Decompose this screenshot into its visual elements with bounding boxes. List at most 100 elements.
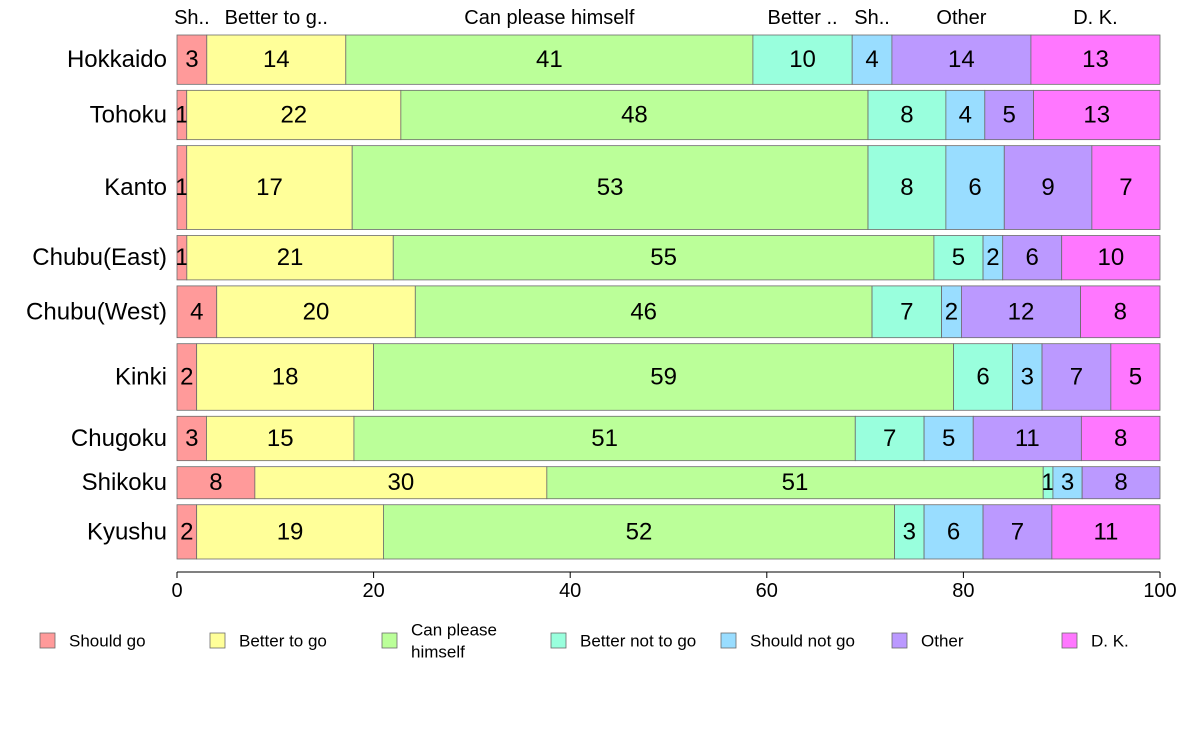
data-label: 3 <box>1061 469 1074 496</box>
bar-segment <box>392 235 935 281</box>
legend-label: Better not to go <box>580 632 696 651</box>
category-label: Chubu(East) <box>32 244 167 271</box>
data-label: 22 <box>280 101 307 128</box>
top-labels: Sh.. Better to g.. Can please himself Bette… <box>174 7 1118 29</box>
data-label: 51 <box>782 469 809 496</box>
series-top-label: Other <box>936 7 986 29</box>
legend-label: Should not go <box>750 632 855 651</box>
legend-swatch <box>891 632 908 649</box>
data-label: 17 <box>256 174 283 201</box>
data-label: 13 <box>1082 46 1109 73</box>
bar-segment <box>1110 343 1161 411</box>
bar-segment <box>945 145 1005 230</box>
legend: Should go Better to go Can please himself Be… <box>39 621 1129 662</box>
category-label: Kinki <box>115 363 167 390</box>
bar-segment <box>867 145 947 230</box>
data-label: 6 <box>968 174 981 201</box>
series-top-label: Can please himself <box>464 7 635 29</box>
data-label: 3 <box>1021 363 1034 390</box>
x-tick-label: 0 <box>171 580 182 602</box>
data-label: 6 <box>1026 244 1039 271</box>
data-label: 5 <box>952 244 965 271</box>
data-label: 51 <box>591 425 618 452</box>
legend-swatch <box>1061 632 1078 649</box>
bar-segment <box>1030 34 1161 85</box>
legend-label: Other <box>921 632 964 651</box>
data-label: 8 <box>900 101 913 128</box>
bar-segment <box>186 235 394 281</box>
series-top-label: Better .. <box>768 7 838 29</box>
data-label: 53 <box>597 174 624 201</box>
bar-segment <box>851 34 893 85</box>
data-label: 4 <box>959 101 972 128</box>
bar-segment <box>1003 145 1093 230</box>
bar-segment <box>206 34 347 85</box>
data-label: 8 <box>1114 298 1127 325</box>
bar-segment <box>400 89 869 141</box>
bar-segment <box>1012 343 1043 411</box>
data-label: 41 <box>536 46 563 73</box>
data-label: 3 <box>903 518 916 545</box>
data-label: 4 <box>190 298 203 325</box>
category-label: Chubu(West) <box>26 298 167 325</box>
bar-segment <box>351 145 869 230</box>
data-label: 19 <box>277 518 304 545</box>
data-label: 18 <box>272 363 299 390</box>
bar-segment <box>1052 466 1083 500</box>
bar-segment <box>945 89 986 141</box>
bar-segment <box>176 34 208 85</box>
data-label: 7 <box>1119 174 1132 201</box>
data-label: 4 <box>865 46 878 73</box>
data-label: 15 <box>267 425 294 452</box>
bar-segment <box>345 34 754 85</box>
category-label: Kanto <box>104 174 167 201</box>
series-top-label: Sh.. <box>854 7 890 29</box>
bar-segment <box>982 504 1053 560</box>
data-label: 11 <box>1093 518 1118 545</box>
bar-segment <box>186 89 402 141</box>
data-label: 30 <box>387 469 414 496</box>
legend-swatch <box>550 632 567 649</box>
data-label: 8 <box>1114 425 1127 452</box>
data-label: 3 <box>185 46 198 73</box>
data-label: 7 <box>1011 518 1024 545</box>
x-tick-label: 80 <box>952 580 974 602</box>
data-label: 10 <box>789 46 816 73</box>
data-label: 55 <box>650 244 677 271</box>
category-label: Shikoku <box>82 469 167 496</box>
category-label: Hokkaido <box>67 46 167 73</box>
bar-segment <box>353 415 856 462</box>
legend-swatch <box>720 632 737 649</box>
row-labels: Hokkaido Tohoku Kanto Chubu(East) Chubu(West… <box>26 46 167 545</box>
data-label: 1 <box>175 244 188 271</box>
x-tick-label: 20 <box>362 580 384 602</box>
x-axis: 0 20 40 60 80 100 <box>171 571 1177 602</box>
bar-segment <box>186 145 353 230</box>
data-label: 12 <box>1008 298 1035 325</box>
bar-segment <box>891 34 1032 85</box>
x-tick-label: 40 <box>559 580 581 602</box>
data-label: 9 <box>1041 174 1054 201</box>
data-label: 5 <box>1002 101 1015 128</box>
bar-segment <box>176 466 256 500</box>
data-label: 21 <box>277 244 304 271</box>
bar-segment <box>972 415 1082 462</box>
data-label: 1 <box>175 174 188 201</box>
bar-segment <box>752 34 853 85</box>
bar-segment <box>1080 415 1161 462</box>
data-label: 7 <box>1070 363 1083 390</box>
category-label: Tohoku <box>90 101 167 128</box>
data-label: 2 <box>986 244 999 271</box>
bar-segment <box>1061 235 1161 281</box>
bars: 3 14 41 10 4 14 131 22 48 8 4 5 131 17 53 8 6 9 71 21 55 5 2 6 1… <box>175 34 1161 560</box>
legend-label: D. K. <box>1091 632 1129 651</box>
data-label: 10 <box>1097 244 1124 271</box>
data-label: 2 <box>945 298 958 325</box>
bar-segment <box>1041 343 1112 411</box>
data-label: 59 <box>650 363 677 390</box>
bar-segment <box>984 89 1034 141</box>
bar-segment <box>894 504 925 560</box>
bar-segment <box>206 415 355 462</box>
